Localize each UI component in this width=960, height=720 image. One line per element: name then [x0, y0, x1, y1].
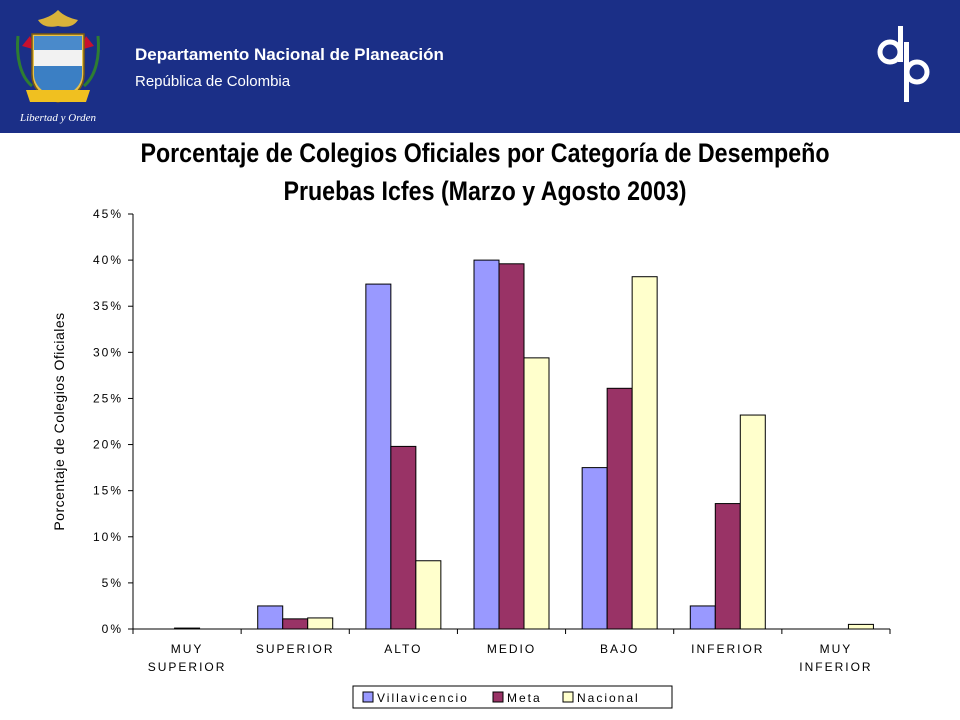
- legend-swatch-meta: [492, 691, 504, 703]
- chart-title: Porcentaje de Colegios Oficiales por Cat…: [140, 138, 830, 206]
- y-tick-label: 30%: [93, 345, 123, 359]
- org-subtitle: República de Colombia: [135, 73, 291, 90]
- bar-villavicencio-5: [689, 605, 716, 630]
- y-axis-label: Porcentaje de Colegios Oficiales: [51, 312, 67, 530]
- bar-meta-0: [174, 627, 201, 630]
- legend: [352, 685, 673, 709]
- bar-nacional-3: [523, 357, 550, 630]
- legend-swatch-nacional: [562, 691, 574, 703]
- bar-meta-1: [282, 618, 309, 630]
- bar-villavicencio-4: [581, 467, 608, 630]
- bar-meta-5: [714, 503, 741, 630]
- bar-meta-4: [606, 387, 633, 630]
- category-label: ALTO: [384, 642, 422, 656]
- legend-label-meta: Meta: [507, 691, 542, 705]
- y-tick-label: 10%: [93, 530, 123, 544]
- y-tick-label: 40%: [93, 253, 123, 267]
- y-tick-label: 25%: [93, 391, 123, 405]
- coat-of-arms-icon: Libertad y Orden: [16, 10, 100, 124]
- dnp-logo-icon: [877, 26, 930, 102]
- y-tick-label: 20%: [93, 438, 123, 452]
- category-label: MUY: [171, 642, 204, 656]
- legend-swatch-villavicencio: [362, 691, 374, 703]
- bar-meta-3: [498, 263, 525, 630]
- category-label: INFERIOR: [799, 660, 872, 674]
- category-label: INFERIOR: [691, 642, 764, 656]
- y-tick-label: 45%: [93, 207, 123, 221]
- category-label: SUPERIOR: [256, 642, 335, 656]
- seal-motto: Libertad y Orden: [19, 112, 96, 124]
- bar-nacional-1: [307, 617, 334, 630]
- category-label: SUPERIOR: [148, 660, 227, 674]
- bar-nacional-5: [739, 414, 766, 630]
- legend-label-villavicencio: Villavicencio: [377, 691, 469, 705]
- bar-villavicencio-1: [257, 605, 284, 630]
- bar-meta-2: [390, 445, 417, 630]
- bar-nacional-6: [847, 623, 874, 630]
- y-tick-label: 0%: [102, 622, 123, 636]
- bar-villavicencio-2: [365, 283, 392, 630]
- header-bar: Libertad y Orden Departamento Nacional d…: [0, 0, 960, 133]
- y-tick-label: 5%: [102, 576, 123, 590]
- bar-nacional-2: [415, 560, 442, 630]
- bar-nacional-4: [631, 276, 658, 630]
- y-tick-label: 15%: [93, 484, 123, 498]
- org-title: Departamento Nacional de Planeación: [135, 45, 444, 64]
- legend-label-nacional: Nacional: [577, 691, 640, 705]
- y-tick-label: 35%: [93, 299, 123, 313]
- bar-villavicencio-3: [473, 259, 500, 630]
- category-label: MEDIO: [487, 642, 536, 656]
- category-label: MUY: [820, 642, 853, 656]
- category-label: BAJO: [600, 642, 639, 656]
